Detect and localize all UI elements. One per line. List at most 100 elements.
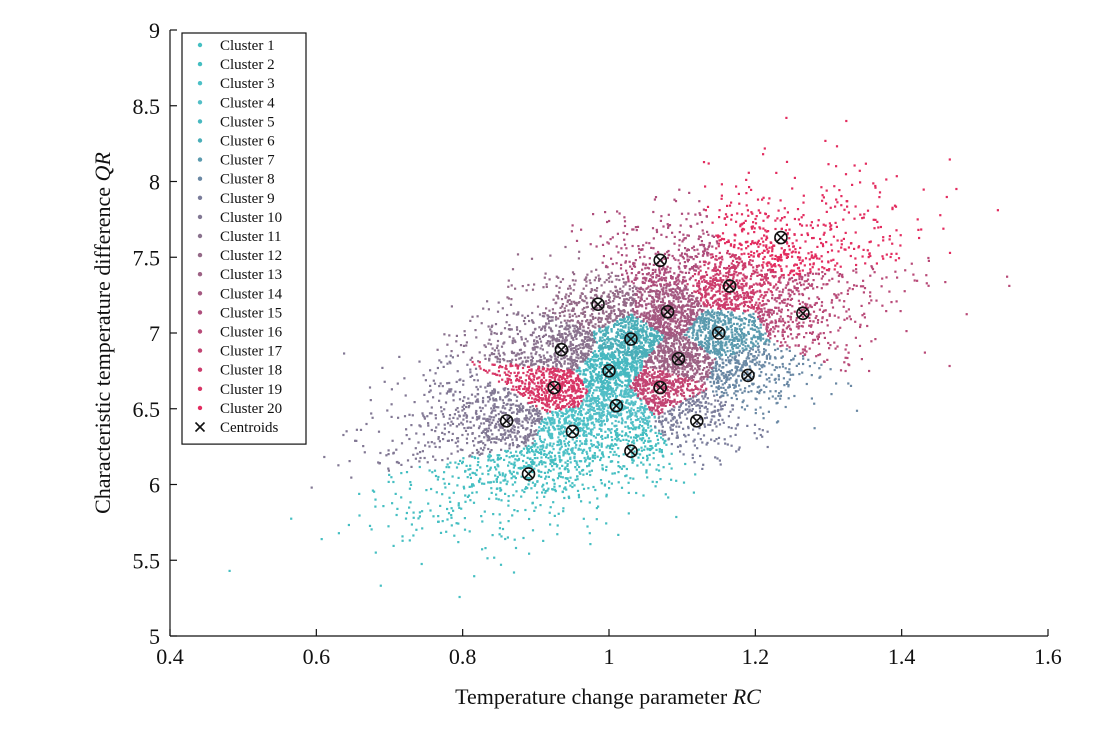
scatter-point [452,393,455,396]
scatter-point [470,426,473,429]
scatter-point [600,422,603,425]
scatter-point [503,438,506,441]
scatter-point [488,435,491,438]
scatter-point [513,428,516,431]
scatter-point [532,348,535,351]
scatter-point [533,409,537,412]
scatter-point [617,481,620,484]
scatter-point [705,339,708,343]
scatter-point [434,458,437,461]
scatter-point [525,461,528,464]
scatter-point [718,403,721,406]
scatter-point [546,489,549,492]
scatter-point [774,390,777,393]
scatter-point [574,329,578,332]
scatter-point [709,423,712,426]
scatter-point [456,370,459,373]
scatter-point [569,362,572,365]
scatter-point [579,343,582,346]
scatter-point [603,386,606,389]
scatter-point [602,384,605,387]
scatter-point [536,340,539,343]
scatter-point [565,488,568,491]
scatter-point [475,413,478,416]
scatter-point [698,407,701,410]
scatter-point [552,448,555,451]
scatter-point [769,355,772,358]
scatter-point [589,402,592,406]
scatter-point [387,453,390,456]
scatter-point [410,465,413,468]
scatter-point [498,354,501,357]
scatter-point [593,399,596,402]
scatter-point [586,346,589,349]
scatter-point [766,430,769,433]
scatter-point [722,374,725,377]
scatter-point [762,352,765,355]
scatter-point [478,406,482,409]
scatter-point [421,412,424,415]
scatter-point [478,435,481,438]
scatter-point [652,328,655,331]
scatter-point [535,433,538,436]
scatter-point [472,501,476,504]
scatter-point [579,413,583,416]
scatter-point [630,326,633,329]
scatter-point [471,471,474,475]
scatter-point [355,439,358,442]
scatter-point [642,355,645,358]
scatter-point [747,390,750,394]
scatter-point [635,345,638,348]
scatter-point [647,437,651,440]
scatter-point [636,322,639,325]
scatter-point [595,389,598,392]
scatter-point [709,334,713,337]
scatter-point [793,394,796,398]
scatter-point [593,409,596,413]
scatter-point [572,329,575,332]
scatter-point [695,404,698,407]
scatter-point [757,327,760,330]
scatter-point [499,426,502,429]
scatter-point [414,457,417,460]
scatter-point [703,328,706,331]
scatter-point [562,412,565,415]
scatter-point [717,321,720,324]
scatter-point [489,418,492,421]
scatter-point [664,439,667,442]
scatter-point [438,385,441,388]
scatter-point [616,435,619,438]
scatter-point [770,373,773,376]
cluster-2-points [585,423,697,536]
scatter-point [521,466,524,469]
scatter-point [608,447,611,450]
scatter-point [515,417,519,420]
scatter-point [788,362,791,366]
scatter-point [642,324,646,327]
scatter-point [746,404,749,407]
scatter-point [408,506,411,509]
scatter-point [565,408,568,411]
scatter-point [576,331,579,334]
scatter-point [500,499,503,502]
scatter-point [511,358,514,361]
scatter-point [742,337,745,340]
scatter-point [488,359,491,362]
scatter-point [589,413,592,416]
scatter-point [538,313,542,316]
scatter-point [505,483,508,486]
scatter-point [434,414,437,417]
scatter-point [530,449,534,452]
scatter-point [606,327,609,330]
scatter-point [425,489,428,492]
scatter-point [540,475,543,478]
scatter-point [606,434,609,437]
scatter-point [626,338,629,342]
scatter-point [788,349,791,352]
scatter-point [446,422,450,425]
scatter-point [855,409,859,412]
scatter-point [720,386,723,389]
scatter-point [726,376,729,379]
scatter-point [722,391,725,395]
scatter-point [620,417,624,420]
